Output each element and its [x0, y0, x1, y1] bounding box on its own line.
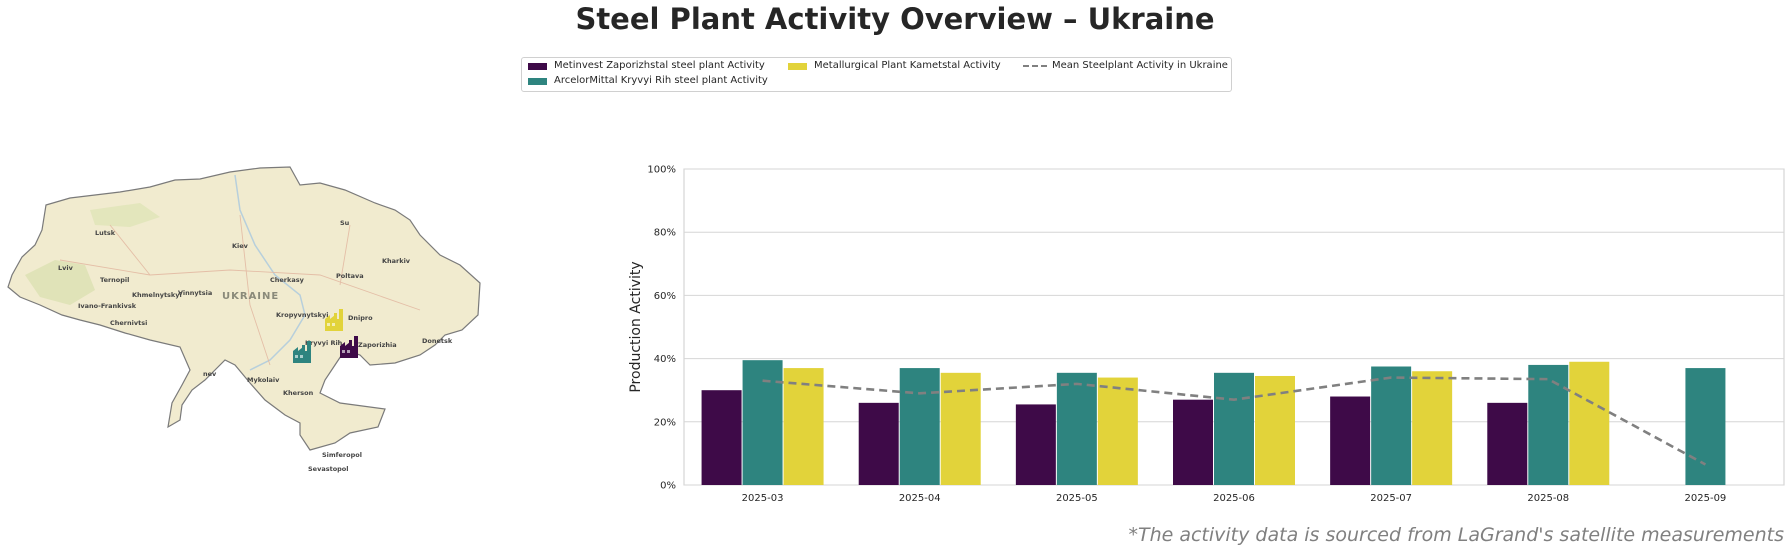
legend-swatch-kametstal [788, 63, 807, 70]
bar [1214, 372, 1254, 485]
map-city-label: Simferopol [322, 451, 362, 459]
map-city-labels: Lutsk Kiev Kharkiv Lviv TernopilKhmelnytskyi… [58, 219, 453, 473]
bar [1330, 396, 1371, 485]
x-tick-label: 2025-08 [1527, 493, 1569, 504]
x-tick-label: 2025-03 [742, 493, 784, 504]
y-axis-label: Production Activity [628, 261, 644, 392]
map-city-label: Lviv [58, 264, 74, 272]
map-city-label: Cherkasy [270, 276, 305, 284]
bar-chart: 0% 20% 40% 60% 80% 100% Production Activity 202… [620, 155, 1790, 510]
map-city-label: Chernivtsi [110, 319, 147, 327]
map-city-label: Sevastopol [308, 465, 349, 473]
chart-svg: 0% 20% 40% 60% 80% 100% Production Activity 202… [628, 165, 1785, 505]
chart-title: Steel Plant Activity Overview – Ukraine [575, 2, 1215, 36]
legend-swatch-arcelor [528, 78, 547, 85]
y-tick-label: 20% [654, 417, 676, 428]
plant-icons [293, 309, 358, 363]
map-city-label: Poltava [336, 272, 364, 280]
legend-label-mean: Mean Steelplant Activity in Ukraine [1052, 60, 1228, 71]
x-tick-label: 2025-07 [1370, 493, 1412, 504]
bar [701, 390, 742, 485]
bar [1097, 377, 1138, 485]
legend-label-arcelor: ArcelorMittal Kryvyi Rih steel plant Act… [554, 75, 768, 86]
map-city-label: Mykolaiv [247, 376, 280, 384]
map-city-label: Kropyvnytskyi [276, 311, 328, 319]
map-city-label: Lutsk [95, 229, 116, 237]
bar [1487, 402, 1528, 485]
ukraine-country-shape [7, 166, 481, 451]
x-tick-label: 2025-05 [1056, 493, 1098, 504]
legend-label-kametstal: Metallurgical Plant Kametstal Activity [814, 60, 1001, 71]
bar [742, 360, 783, 485]
map-city-label: Ivano-Frankivsk [78, 302, 137, 310]
y-tick-label: 40% [654, 354, 676, 365]
bar [1528, 364, 1569, 485]
map-city-label: nev [203, 370, 217, 378]
x-tick-label: 2025-04 [899, 493, 941, 504]
map-city-label: Su [340, 219, 350, 227]
map-city-label: Khmelnytskyi [132, 291, 182, 299]
map-city-label: Kryvyi Rih [305, 339, 343, 347]
bar [1056, 372, 1097, 485]
ukraine-map: Lutsk Kiev Kharkiv Lviv Ternopil Khmelnytskyi… [0, 165, 490, 490]
y-tick-label: 60% [654, 291, 676, 302]
bar [899, 368, 940, 485]
factory-icon [325, 309, 343, 331]
map-svg: Lutsk Kiev Kharkiv Lviv TernopilKhmelnytskyi… [7, 166, 481, 473]
northwest-relief [90, 203, 160, 227]
map-city-label: Kharkiv [382, 257, 411, 265]
bar [783, 368, 824, 485]
map-city-label: Zaporizhia [358, 341, 397, 349]
legend-swatch-metinvest [528, 63, 547, 70]
x-tick-label: 2025-06 [1213, 493, 1255, 504]
map-city-label: Ternopil [100, 276, 129, 284]
bar [1412, 371, 1453, 485]
axes: 0% 20% 40% 60% 80% 100% Production Activity 202… [628, 165, 1726, 505]
y-tick-label: 100% [647, 165, 676, 176]
bar [858, 402, 899, 485]
legend-swatch-mean [1023, 65, 1047, 67]
legend: Metinvest Zaporizhstal steel plant Activ… [521, 57, 1232, 92]
factory-icon [340, 336, 358, 358]
y-tick-label: 0% [660, 481, 676, 492]
y-tick-label: 80% [654, 228, 676, 239]
map-city-label: Kherson [283, 389, 314, 397]
bars [701, 360, 1726, 485]
map-city-label: Kiev [232, 242, 249, 250]
source-note: *The activity data is sourced from LaGra… [1128, 524, 1784, 546]
bar [1569, 361, 1610, 485]
bar [1015, 404, 1056, 485]
road-network [59, 214, 421, 366]
dnipro-river [234, 174, 306, 371]
legend-label-metinvest: Metinvest Zaporizhstal steel plant Activ… [554, 60, 765, 71]
map-city-label: Dnipro [348, 314, 373, 322]
bar [1685, 368, 1726, 485]
x-tick-label: 2025-09 [1685, 493, 1727, 504]
carpathian-relief [25, 260, 95, 305]
mean-line-layer [762, 376, 1707, 466]
mean-activity-line [762, 376, 1707, 466]
bar [1173, 399, 1213, 485]
factory-icon [293, 341, 311, 363]
bar [1371, 366, 1412, 485]
map-city-label: Donetsk [422, 337, 453, 345]
map-country-label: UKRAINE [222, 291, 279, 302]
bar [1255, 375, 1295, 485]
map-city-label: Vinnytsia [178, 289, 212, 297]
